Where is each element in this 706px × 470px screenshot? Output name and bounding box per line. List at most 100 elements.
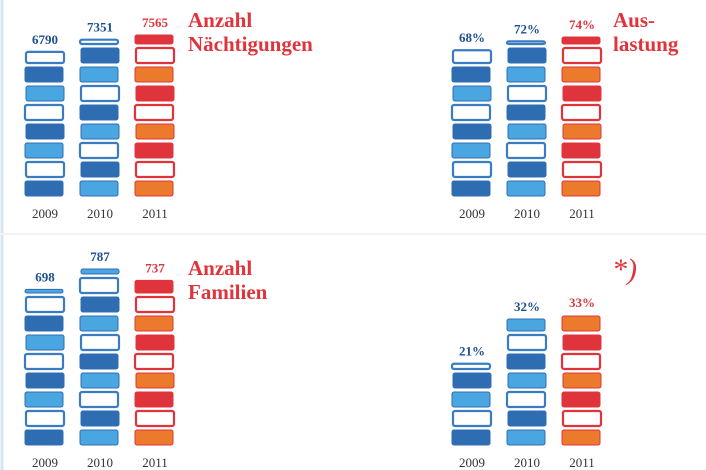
bar [80,40,119,196]
bar-block [81,335,119,350]
bar [562,37,601,196]
bar-block [80,354,118,369]
bar-block [507,181,545,196]
chart-title: Aus- [613,8,655,32]
bar-block [81,411,119,426]
bar [25,52,64,196]
bar-block [135,392,173,407]
bar-block [26,335,64,350]
bar-block [508,335,546,350]
bar-block [81,124,119,139]
bar-block [562,316,600,331]
bar-block [136,411,174,426]
bar-block [135,430,173,445]
bar-block [80,316,118,331]
bar-block [507,67,545,82]
bar-block [26,373,64,388]
bar-block [80,181,118,196]
bar-block [25,354,63,369]
bar-block [562,430,600,445]
bar-block [452,181,490,196]
bar-block [563,335,601,350]
x-tick-label: 2009 [459,206,485,221]
bar-block [136,86,174,101]
bar-block [80,105,118,120]
bar-block [562,143,600,158]
bar-block [80,278,118,293]
bar-block [508,373,546,388]
value-label: 787 [90,249,110,264]
bar-block [81,86,119,101]
bar-block [25,430,63,445]
bar-block [135,354,173,369]
bar-block [135,143,173,158]
bar-block [80,143,118,158]
x-tick-label: 2010 [514,206,540,221]
bar-block [563,124,601,139]
bar-block [563,86,601,101]
x-tick-label: 2011 [142,455,168,470]
infographic: AnzahlNächtigungen6790200973512010756520… [0,0,706,470]
bar-block [26,411,64,426]
bar-block [136,162,174,177]
x-tick-label: 2011 [569,455,595,470]
bar-block [135,181,173,196]
bar-block [80,430,118,445]
bar-block [25,316,63,331]
value-label: 68% [459,30,485,45]
bar-block [507,41,545,44]
x-tick-label: 2009 [32,455,58,470]
bar-block [81,373,119,388]
x-tick-label: 2009 [459,455,485,470]
bar-block [452,105,490,120]
bar-block [562,105,600,120]
bar-block [452,67,490,82]
x-tick-label: 2010 [514,455,540,470]
chart-title: Anzahl [188,256,252,280]
bar [452,364,491,445]
bar-block [507,430,545,445]
value-label: 74% [569,17,595,32]
bar-block [507,105,545,120]
bar-block [136,297,174,312]
bar-block [81,269,119,274]
x-tick-label: 2009 [32,206,58,221]
bar-block [562,392,600,407]
bar-block [135,67,173,82]
value-label: 7351 [87,20,113,35]
bar-block [563,162,601,177]
bar-block [25,105,63,120]
chart-title: Anzahl [188,8,252,32]
bar-block [135,35,173,44]
value-label: 33% [569,295,595,310]
bar-block [453,50,491,63]
value-label: 6790 [32,32,58,47]
bar-block [563,411,601,426]
bar-block [508,48,546,63]
bar [135,280,174,445]
bar-block [80,67,118,82]
bar-block [136,48,174,63]
chart-title: Nächtigungen [188,32,313,56]
bar-block [136,373,174,388]
bar-block [562,37,600,44]
bar-block [508,411,546,426]
chart-title: Familien [188,280,268,304]
bar-block [453,373,491,388]
bar-block [80,392,118,407]
bar-block [25,143,63,158]
x-tick-label: 2011 [142,206,168,221]
bar-block [26,162,64,177]
bar-block [507,392,545,407]
bar-block [136,124,174,139]
bar-block [563,48,601,63]
value-label: 737 [145,260,165,275]
bar-block [81,297,119,312]
bar-block [135,105,173,120]
bar [507,319,546,445]
bar-block [508,162,546,177]
chart-title: lastung [613,32,679,56]
x-tick-label: 2011 [569,206,595,221]
bar-block [25,289,63,293]
bar-block [453,411,491,426]
